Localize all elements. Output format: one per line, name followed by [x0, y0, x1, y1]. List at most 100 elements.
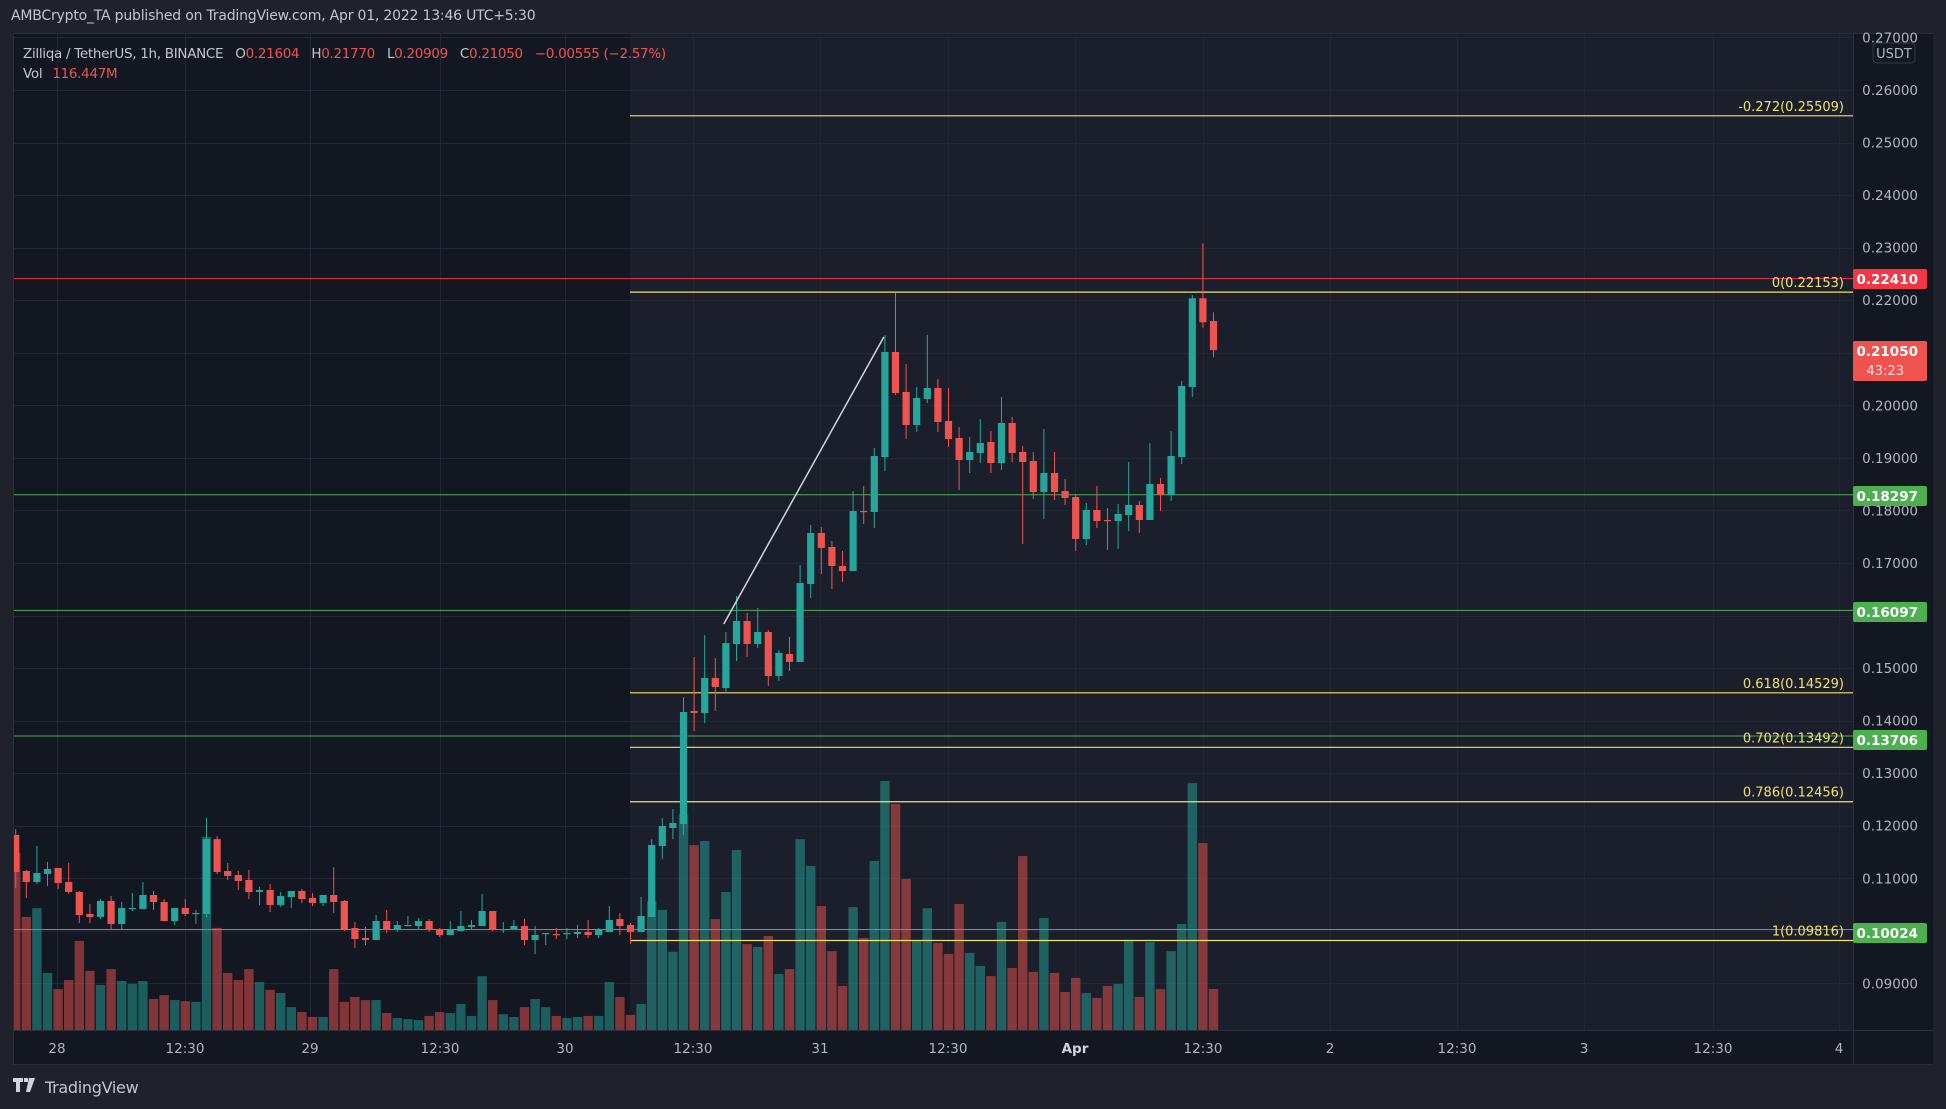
candle-body	[54, 868, 62, 883]
high-label: H	[311, 46, 322, 62]
price-tick: 0.27000	[1862, 30, 1918, 46]
volume-bar	[297, 1012, 307, 1030]
price-badge[interactable]	[1853, 730, 1927, 750]
candle-body	[128, 907, 136, 910]
volume-bar	[890, 803, 901, 1030]
candle-body	[754, 632, 762, 644]
candle-body	[542, 933, 550, 935]
price-badge[interactable]	[1853, 486, 1927, 506]
brand-name[interactable]: TradingView	[45, 1077, 139, 1097]
candle-body	[1156, 484, 1165, 496]
symbol-title[interactable]: Zilliqa / TetherUS, 1h, BINANCE	[23, 46, 224, 62]
time-tick: 2	[1326, 1041, 1335, 1057]
price-badge[interactable]	[1853, 269, 1927, 289]
change-value: −0.00555 (−2.57%)	[534, 46, 666, 62]
candle-body	[1050, 472, 1059, 493]
candle-body	[14, 835, 20, 872]
volume-bar	[1134, 996, 1144, 1030]
volume-bar	[806, 865, 816, 1030]
candle-body	[372, 921, 380, 940]
volume-row: Vol 116.447M	[23, 64, 666, 84]
candle-body	[96, 901, 105, 917]
candle-body	[1188, 298, 1196, 387]
volume-bar	[753, 946, 763, 1030]
candle-body	[192, 912, 200, 915]
candle-body	[181, 907, 189, 914]
candle-body	[75, 892, 83, 915]
candle-body	[563, 933, 571, 935]
candle-body	[234, 874, 242, 881]
volume-bar	[1124, 939, 1134, 1030]
candle-body	[202, 839, 211, 914]
candle-body	[648, 844, 656, 917]
candle-body	[255, 890, 264, 893]
candle-body	[319, 895, 327, 904]
volume-bar	[424, 1015, 434, 1030]
volume-bar	[53, 989, 63, 1030]
candle-body	[149, 895, 158, 903]
candle-body	[107, 901, 115, 925]
candle-body	[605, 920, 613, 933]
candle-body	[1199, 298, 1207, 323]
price-badge[interactable]	[1853, 602, 1927, 622]
candle-body	[436, 929, 444, 936]
volume-bar	[710, 919, 720, 1030]
volume-bar	[594, 1015, 604, 1030]
volume-bar	[435, 1012, 445, 1030]
time-axis-background	[14, 1030, 1853, 1064]
candle-body	[118, 907, 126, 925]
volume-bar	[636, 1003, 646, 1030]
candle-body	[690, 710, 698, 713]
candle-body	[393, 925, 401, 930]
volume-bar	[572, 1016, 583, 1030]
candle-body	[966, 451, 974, 461]
volume-label[interactable]: Vol	[23, 66, 43, 82]
candle-body	[213, 839, 221, 872]
price-badge[interactable]	[1853, 923, 1927, 943]
currency-badge[interactable]	[1872, 42, 1916, 64]
volume-bar	[360, 1000, 371, 1030]
price-tick: 0.18000	[1862, 503, 1918, 519]
candle-body	[171, 907, 179, 922]
candle-body	[22, 870, 30, 882]
trendline[interactable]	[723, 336, 885, 625]
volume-bar	[1198, 843, 1208, 1030]
candle-body	[1167, 456, 1175, 496]
time-tick: 31	[811, 1041, 828, 1057]
candle-body	[838, 565, 847, 572]
volume-bar	[965, 952, 975, 1030]
volume-bar	[986, 976, 996, 1030]
price-badge[interactable]	[1853, 341, 1927, 381]
volume-bar	[244, 969, 254, 1030]
volume-bar	[1007, 968, 1017, 1030]
candle-body	[266, 890, 274, 905]
candle-body	[308, 898, 317, 904]
time-tick: 12:30	[1184, 1041, 1223, 1057]
candle-body	[414, 921, 423, 927]
volume-bar	[530, 999, 540, 1030]
time-axis: 28 12:30 29 12:30 30 12:30 31 12:30 Apr 12:30 2 12:…	[48, 1041, 1843, 1057]
candle-body	[425, 921, 433, 931]
candle-body	[913, 397, 921, 426]
candle-body	[891, 351, 900, 393]
price-tick: 0.15000	[1862, 661, 1918, 677]
candle-body	[849, 510, 857, 572]
volume-bar	[509, 1016, 519, 1030]
fib-zone-background	[630, 34, 1853, 1030]
price-tick: 0.24000	[1862, 188, 1918, 204]
candle-body	[828, 546, 836, 566]
candle-body	[584, 932, 592, 936]
volume-bar	[541, 1007, 551, 1030]
candle-body	[160, 902, 168, 922]
volume-bar	[1028, 971, 1038, 1030]
candle-body	[1093, 509, 1101, 522]
price-tick: 0.17000	[1862, 556, 1918, 572]
volume-bar	[721, 891, 731, 1030]
volume-bar	[700, 840, 710, 1030]
candle-body	[881, 351, 889, 458]
candle-body	[637, 915, 645, 933]
volume-bar	[1113, 983, 1123, 1030]
candle-body	[626, 925, 635, 933]
volume-bar	[816, 906, 826, 1030]
